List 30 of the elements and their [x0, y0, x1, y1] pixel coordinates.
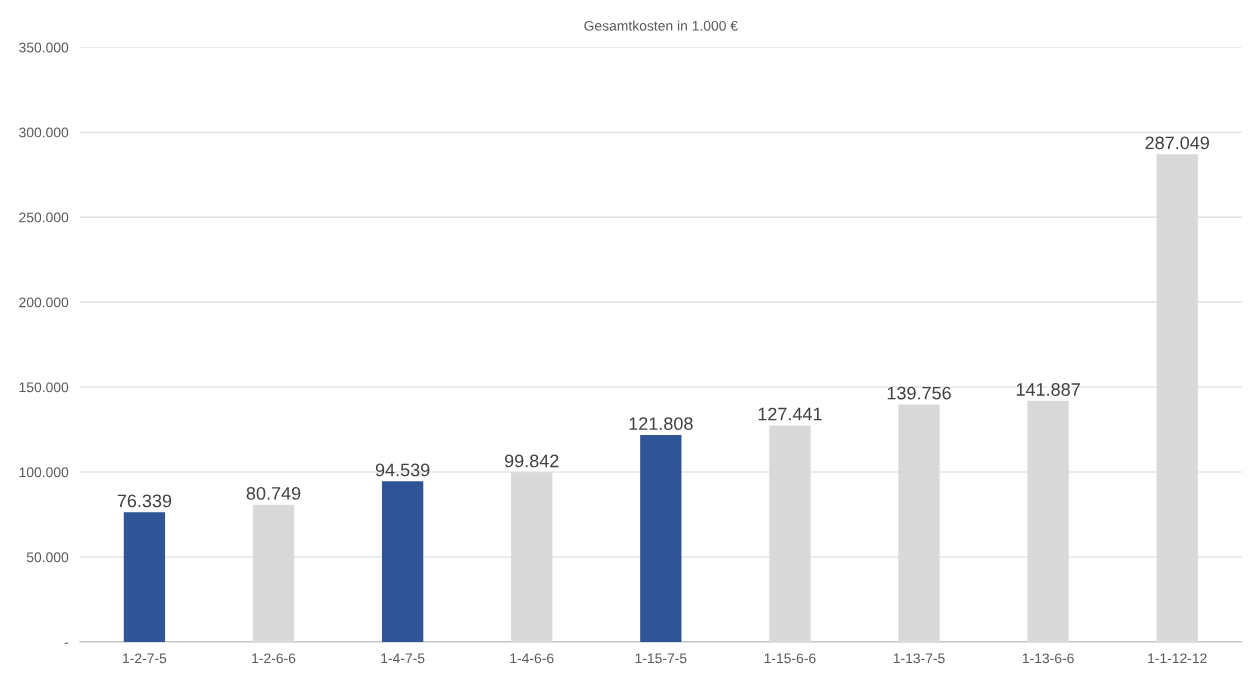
data-label: 99.842 [504, 454, 559, 468]
data-label: 94.539 [375, 463, 430, 477]
chart-title: Gesamtkosten in 1.000 € [584, 20, 738, 31]
x-tick-label: 1-13-7-5 [893, 653, 945, 664]
data-label: 76.339 [117, 494, 172, 508]
x-tick-label: 1-2-6-6 [252, 653, 296, 664]
y-tick-label: 50.000 [26, 552, 69, 563]
y-tick-label: 300.000 [19, 127, 69, 138]
y-tick-label: 200.000 [19, 297, 69, 308]
data-label: 287.049 [1145, 136, 1209, 150]
data-label: 139.756 [887, 386, 951, 400]
y-tick-label: 100.000 [19, 467, 69, 478]
x-tick-label: 1-1-12-12 [1148, 653, 1207, 664]
y-tick-label: 250.000 [19, 212, 69, 223]
x-tick-label: 1-2-7-5 [123, 653, 167, 664]
x-tick-label: 1-15-6-6 [764, 653, 816, 664]
y-tick-label: 350.000 [19, 42, 69, 53]
data-label: 121.808 [629, 417, 693, 431]
data-label: 141.887 [1016, 383, 1080, 396]
data-label: 80.749 [246, 486, 301, 500]
bar [640, 434, 682, 642]
x-tick-label: 1-13-6-6 [1022, 653, 1074, 664]
y-tick-label: - [64, 642, 69, 644]
y-tick-label: 150.000 [19, 382, 69, 393]
x-tick-label: 1-15-7-5 [635, 653, 687, 664]
x-tick-label: 1-4-6-6 [510, 653, 554, 664]
bar [123, 512, 166, 642]
data-label: 127.441 [758, 407, 822, 421]
bar [381, 481, 424, 642]
x-tick-label: 1-4-7-5 [381, 653, 425, 664]
